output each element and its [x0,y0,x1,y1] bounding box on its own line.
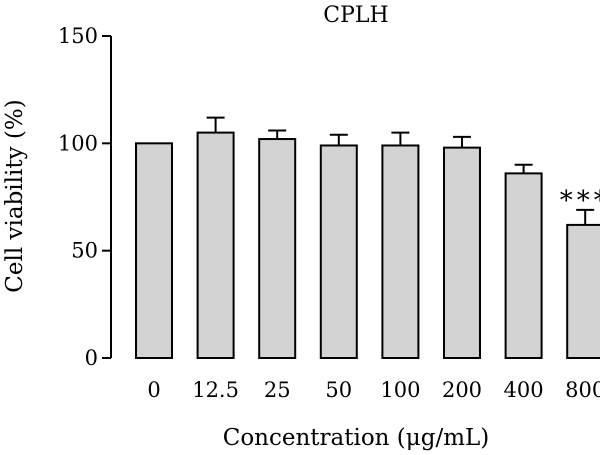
x-tick-label: 800 [565,378,600,402]
bar-800 [566,223,600,359]
x-tick-label: 50 [325,378,352,402]
x-tick-label: 200 [442,378,482,402]
y-axis-title: Cell viability (%) [2,99,28,292]
x-tick-label: 0 [147,378,160,402]
y-tick-label: 100 [58,131,98,155]
x-tick-label: 12.5 [192,378,239,402]
bar-400 [504,172,543,359]
bar-0 [135,142,173,359]
x-tick-label: 25 [264,378,291,402]
chart-title: CPLH [323,3,388,28]
y-tick-label: 50 [71,239,98,263]
x-axis-title: Concentration (μg/mL) [223,425,490,451]
bar-25 [258,138,297,359]
bar-50 [319,144,358,359]
y-tick-label: 150 [58,24,98,48]
bar-200 [443,146,481,359]
significance-marker: *** [560,186,600,216]
x-tick-label: 400 [504,378,544,402]
bar-100 [381,144,420,359]
x-tick-label: 100 [380,378,420,402]
bar-12.5 [196,131,235,359]
y-tick-label: 0 [85,346,98,370]
